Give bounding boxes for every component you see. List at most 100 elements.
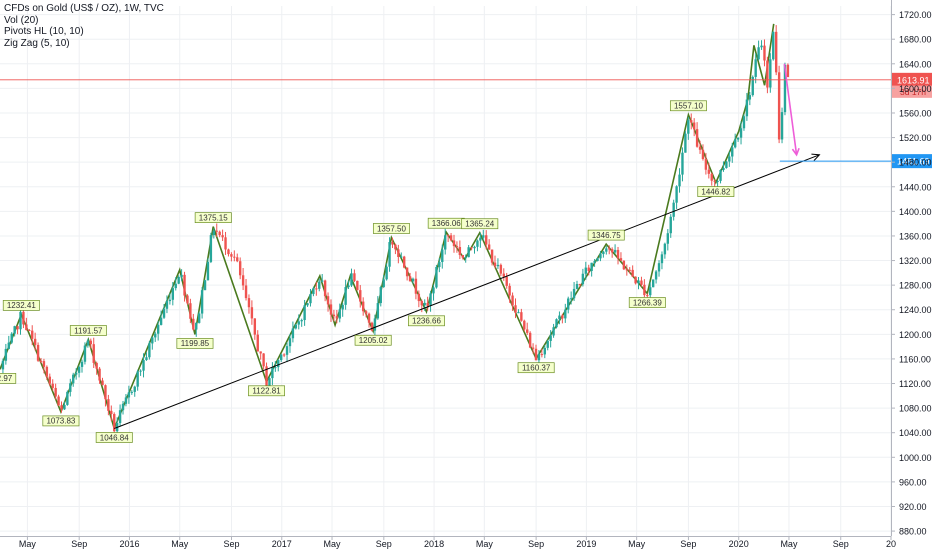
time-axis[interactable]: May Sep 2016 May Sep 2017 May Sep 2018 May Sep 2019… bbox=[0, 536, 896, 549]
pivot-label-box bbox=[248, 385, 285, 397]
candle-body bbox=[80, 361, 84, 367]
pivot-label-box bbox=[628, 297, 666, 308]
vol-indicator-label[interactable]: Vol (20) bbox=[4, 14, 39, 26]
candle-body bbox=[212, 230, 216, 236]
candle-body bbox=[19, 311, 22, 330]
candle-body bbox=[400, 256, 403, 258]
candle-body bbox=[156, 324, 160, 334]
candle-body bbox=[98, 368, 101, 381]
candle-body bbox=[48, 376, 51, 384]
candle-body bbox=[710, 173, 713, 181]
chart-grid bbox=[0, 6, 892, 536]
pivot-label: 1232.41 bbox=[7, 301, 36, 310]
candle-body bbox=[438, 261, 441, 268]
candle-body bbox=[405, 267, 409, 277]
candle-body bbox=[192, 318, 195, 330]
candle-body bbox=[397, 249, 400, 257]
candle-body bbox=[326, 296, 330, 305]
candle-body bbox=[748, 95, 752, 100]
time-tick-label: Sep bbox=[528, 539, 544, 549]
candle-body bbox=[669, 216, 672, 234]
last-price-badge bbox=[892, 72, 932, 86]
candle-body bbox=[370, 322, 374, 331]
pivot-label: 1236.66 bbox=[412, 317, 441, 326]
candle-body bbox=[625, 269, 629, 271]
candle-body bbox=[408, 276, 412, 282]
candle-body bbox=[739, 128, 743, 138]
pivot-label: 1346.75 bbox=[592, 231, 621, 240]
zigzag-indicator-label[interactable]: Zig Zag (5, 10) bbox=[4, 37, 70, 49]
candle-body bbox=[72, 374, 75, 384]
candle-body bbox=[233, 256, 236, 258]
pivot-label-box bbox=[42, 415, 80, 427]
candle-body bbox=[338, 309, 341, 319]
time-tick-label: May bbox=[476, 539, 494, 549]
candle-body bbox=[772, 31, 775, 60]
candle-body bbox=[619, 258, 623, 261]
candle-body bbox=[517, 312, 520, 314]
candle-body bbox=[520, 312, 523, 321]
candle-body bbox=[684, 133, 687, 153]
candle-body bbox=[265, 366, 268, 387]
candle-body bbox=[69, 383, 72, 392]
pivot-labels: 142.97 1232.41 1073.83 1191.57 1046.84 1199.8… bbox=[0, 100, 735, 443]
time-tick-label: May bbox=[324, 539, 342, 549]
candle-body bbox=[148, 343, 151, 358]
candle-body bbox=[572, 288, 576, 299]
candle-body bbox=[279, 354, 283, 361]
candle-body bbox=[57, 396, 60, 406]
candle-body bbox=[124, 397, 128, 404]
candle-body bbox=[329, 304, 333, 315]
candle-body bbox=[145, 357, 148, 361]
candle-body bbox=[206, 261, 210, 281]
last-price-label: 1613.91 bbox=[897, 75, 930, 85]
price-axis[interactable]: 1720.00 1680.00 1640.00 1600.00 1560.00 1520.… bbox=[891, 0, 932, 537]
candle-body bbox=[496, 264, 500, 267]
candle-body bbox=[783, 64, 787, 113]
price-tick-label: 1480.00 bbox=[899, 158, 932, 168]
candle-body bbox=[695, 129, 699, 147]
pivot-label: 1073.83 bbox=[46, 417, 75, 426]
candle-body bbox=[259, 351, 262, 354]
candle-body bbox=[508, 285, 511, 296]
candle-body bbox=[719, 170, 722, 181]
candle-body bbox=[171, 288, 175, 300]
candle-body bbox=[593, 261, 596, 263]
candle-body bbox=[28, 330, 31, 332]
candle-body bbox=[42, 361, 46, 367]
candle-body bbox=[646, 295, 649, 297]
pivot-label-box bbox=[69, 325, 107, 336]
candle-body bbox=[473, 246, 476, 249]
candle-body bbox=[303, 305, 306, 321]
pivot-label: 1375.15 bbox=[199, 213, 228, 222]
candle-body bbox=[227, 249, 230, 255]
candle-body bbox=[353, 273, 356, 281]
symbol-title[interactable]: CFDs on Gold (US$ / OZ), 1W, TVC bbox=[4, 3, 164, 14]
candle-body bbox=[77, 366, 81, 373]
pivot-label-box bbox=[0, 373, 17, 384]
price-tick-label: 1520.00 bbox=[899, 133, 932, 143]
candle-body bbox=[318, 281, 321, 289]
candle-body bbox=[183, 274, 186, 296]
candle-body bbox=[294, 324, 298, 329]
candle-body bbox=[569, 298, 573, 300]
candle-body bbox=[713, 180, 716, 182]
time-tick-label: Sep bbox=[376, 539, 392, 549]
candle-body bbox=[268, 378, 271, 387]
candle-body bbox=[766, 60, 769, 88]
candle-body bbox=[306, 303, 309, 306]
pivots-indicator-label[interactable]: Pivots HL (10, 10) bbox=[4, 26, 84, 37]
pivot-label-box bbox=[669, 100, 707, 112]
candle-body bbox=[634, 276, 637, 284]
candle-body bbox=[429, 293, 432, 306]
pivot-label: 1366.06 bbox=[432, 219, 461, 228]
candle-body bbox=[159, 317, 163, 325]
candle-body bbox=[7, 342, 10, 349]
candle-body bbox=[344, 287, 347, 305]
pivot-label: 1365.24 bbox=[465, 220, 494, 229]
candle-body bbox=[403, 256, 406, 268]
candle-body bbox=[725, 161, 728, 168]
candle-body bbox=[564, 309, 567, 319]
candle-body bbox=[382, 279, 385, 288]
